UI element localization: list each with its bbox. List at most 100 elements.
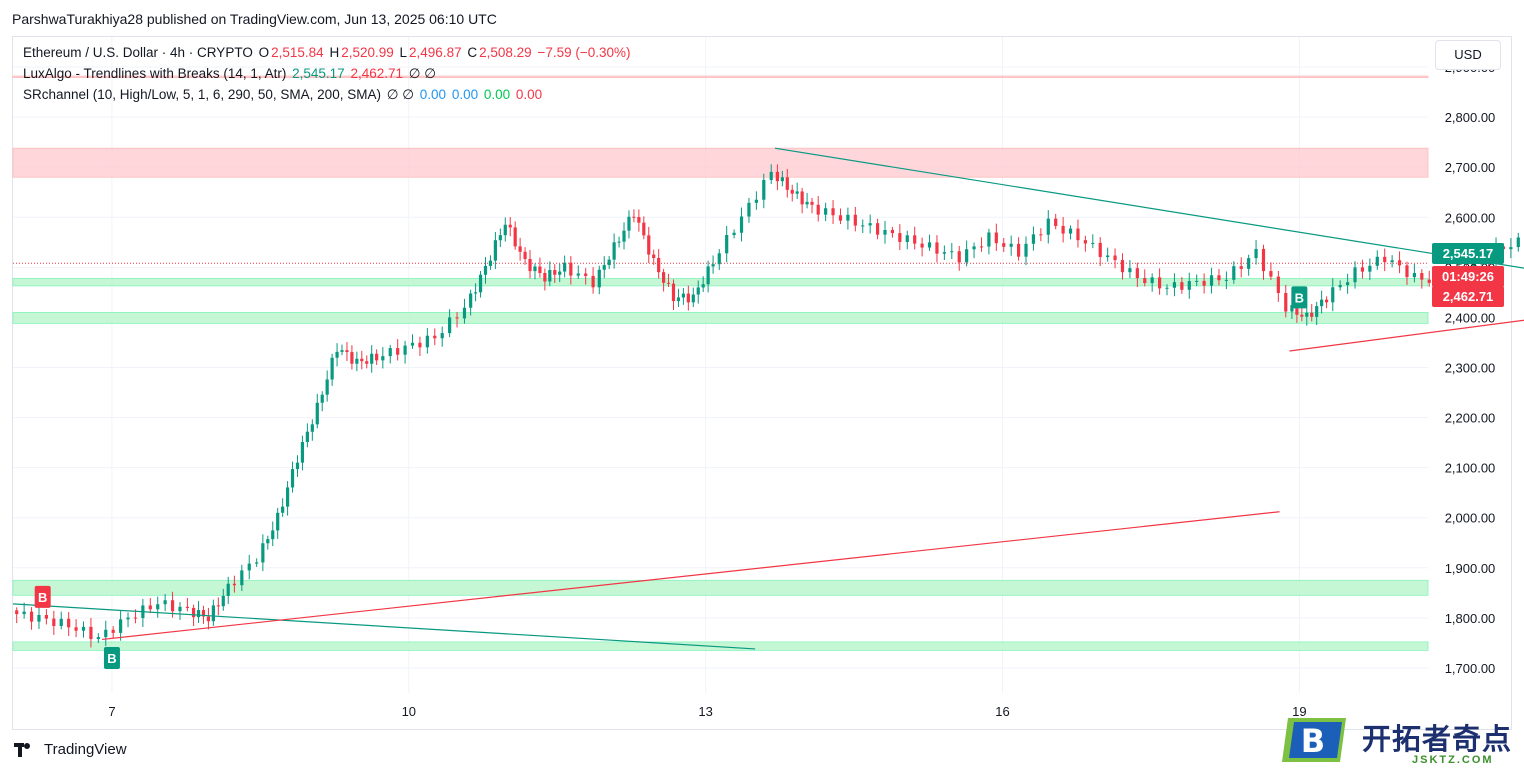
candle-body (295, 462, 300, 470)
candle-body (1106, 255, 1110, 258)
candle-body (1261, 248, 1266, 272)
legend-symbol[interactable]: Ethereum / U.S. Dollar · 4h · CRYPTO (23, 45, 253, 60)
candle-body (528, 258, 532, 272)
candle-body (1024, 243, 1028, 257)
candle-body (597, 269, 601, 288)
legend-o-label: O (258, 45, 270, 60)
candle-body (381, 356, 385, 361)
marker-label: B (38, 590, 47, 605)
candle-body (785, 177, 789, 190)
candle-body (1202, 280, 1206, 286)
y-tick-label: 2,300.00 (1445, 361, 1496, 376)
breakout-marker-up: B (1291, 286, 1308, 309)
candle-body (163, 600, 167, 605)
y-tick-label: 2,600.00 (1445, 210, 1496, 225)
watermark-text: 开拓者奇点 (1362, 724, 1513, 756)
candle-body (920, 243, 924, 248)
candle-body (987, 232, 991, 247)
y-tick-label: 1,900.00 (1445, 561, 1496, 576)
candle-body (15, 610, 19, 615)
candle-body (800, 191, 804, 205)
candle-body (548, 269, 552, 282)
candle-body (255, 562, 259, 564)
published-header: ParshwaTurakhiya28 published on TradingV… (12, 11, 497, 27)
candle-body (37, 614, 41, 622)
candle-body (67, 618, 71, 628)
candle-body (1076, 228, 1080, 241)
candle-body (1284, 292, 1288, 312)
candle-body (276, 512, 280, 531)
lower-trendline (101, 511, 1280, 641)
candle-body (111, 629, 115, 633)
candle-body (498, 235, 502, 241)
candle-body (1269, 271, 1273, 277)
legend-h-label: H (329, 45, 340, 60)
x-tick-label: 16 (995, 704, 1009, 719)
candle-body (1383, 256, 1387, 263)
candle-body (1150, 277, 1154, 284)
candle-body (503, 224, 507, 236)
candle-body (478, 274, 483, 293)
candle-body (942, 252, 946, 254)
candle-body (133, 617, 138, 619)
candle-body (345, 350, 349, 353)
candle-body (662, 272, 666, 283)
candle-body (905, 235, 909, 242)
candle-body (365, 361, 369, 364)
candle-body (81, 626, 86, 631)
candle-body (1083, 240, 1087, 244)
candle-body (717, 253, 721, 265)
candle-body (96, 637, 100, 640)
candle-body (1324, 299, 1329, 303)
x-tick-label: 19 (1292, 704, 1306, 719)
resistance-zone (12, 75, 1429, 78)
candle-body (671, 283, 676, 302)
currency-button[interactable]: USD (1435, 40, 1501, 70)
candle-body (1157, 277, 1162, 289)
legend-srchannel-row: SRchannel (10, High/Low, 5, 1, 6, 290, 5… (23, 87, 544, 103)
candle-body (637, 217, 641, 223)
candle-body (979, 246, 984, 248)
candle-body (1232, 266, 1236, 280)
candle-body (488, 260, 493, 266)
candle-body (1368, 265, 1372, 272)
candle-body (1305, 312, 1309, 317)
candle-body (563, 262, 567, 272)
candle-body (370, 353, 374, 364)
candle-body (518, 246, 522, 252)
x-tick-label: 7 (108, 704, 115, 719)
legend-l-label: L (399, 45, 408, 60)
legend-sr-value-1: 0.00 (419, 87, 447, 102)
candle-body (1187, 281, 1191, 290)
breakout-marker-down: B (34, 585, 51, 608)
candle-body (1128, 268, 1132, 273)
upper-trendline (774, 147, 1524, 269)
candle-body (320, 394, 324, 403)
legend-open: 2,515.84 (271, 45, 324, 60)
legend-luxalgo-title[interactable]: LuxAlgo - Trendlines with Breaks (14, 1,… (23, 66, 287, 81)
legend-luxalgo-na: ∅ ∅ (408, 66, 437, 81)
candle-body (185, 606, 190, 608)
candle-body (104, 629, 108, 638)
candle-body (1295, 305, 1299, 315)
y-tick-label: 2,200.00 (1445, 411, 1496, 426)
candle-body (612, 242, 616, 260)
candle-body (1031, 234, 1036, 244)
legend-srchannel-title[interactable]: SRchannel (10, High/Low, 5, 1, 6, 290, 5… (23, 87, 381, 102)
candle-body (211, 605, 215, 622)
watermark-subtext: JSKTZ.COM (1412, 754, 1494, 766)
axis-price-text: 01:49:26 (1442, 269, 1494, 284)
candle-body (196, 610, 201, 618)
candle-body (838, 215, 843, 221)
candle-body (156, 604, 160, 610)
candle-body (1016, 243, 1021, 257)
candle-body (448, 317, 452, 334)
candle-body (22, 611, 26, 615)
candle-body (508, 224, 512, 228)
legend-c-label: C (467, 45, 478, 60)
candle-body (462, 307, 467, 319)
candle-body (696, 287, 700, 295)
candle-body (935, 242, 939, 254)
candle-body (1254, 248, 1258, 259)
